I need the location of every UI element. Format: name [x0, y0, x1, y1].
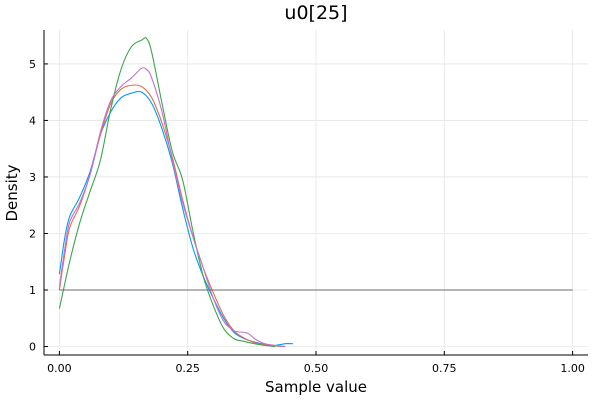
series-line-4 [58, 67, 286, 348]
ticks: 0.00 0.25 0.50 0.75 1.00 0 1 2 3 4 5 [29, 58, 585, 375]
x-tick-label: 0.50 [304, 362, 329, 375]
x-tick-label: 1.00 [560, 362, 585, 375]
chart-title: u0[25] [284, 2, 347, 24]
series-group [58, 37, 573, 348]
y-tick-label: 3 [29, 171, 36, 184]
y-tick-label: 1 [29, 284, 36, 297]
y-tick-label: 5 [29, 58, 36, 71]
x-tick-label: 0.25 [175, 362, 200, 375]
y-tick-label: 4 [29, 114, 36, 127]
x-axis-label: Sample value [265, 378, 367, 396]
y-tick-label: 0 [29, 341, 36, 354]
x-tick-label: 0.00 [47, 362, 72, 375]
x-tick-label: 0.75 [432, 362, 457, 375]
y-axis-label: Density [3, 164, 21, 221]
y-tick-label: 2 [29, 227, 36, 240]
series-line-3 [58, 37, 276, 348]
